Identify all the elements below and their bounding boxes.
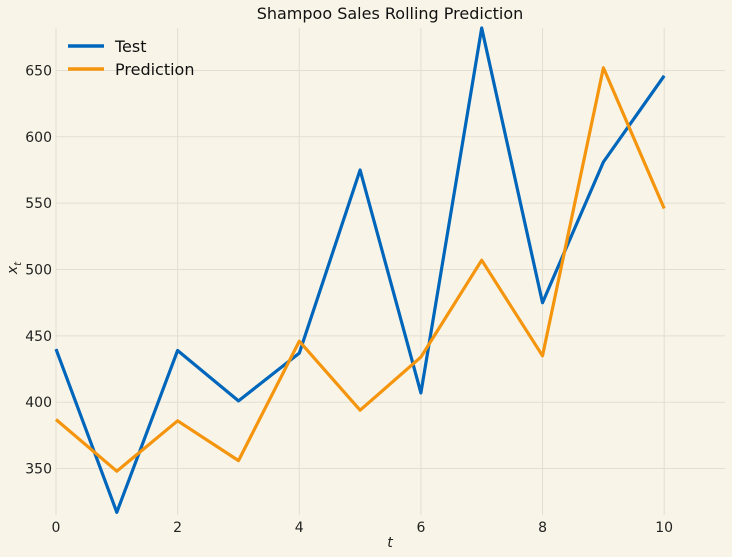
- y-tick-label: 450: [25, 329, 52, 345]
- x-tick-label: 8: [538, 520, 547, 536]
- y-axis-label-subscript: t: [13, 261, 24, 266]
- chart-title: Shampoo Sales Rolling Prediction: [257, 4, 524, 23]
- x-tick-label: 0: [52, 520, 61, 536]
- axis-ticks: 0 2 4 6 8 10 350 400 450 500 550 600 650: [25, 63, 673, 536]
- x-axis-label: t: [387, 535, 393, 551]
- legend: Test Prediction: [68, 37, 194, 79]
- x-tick-label: 10: [655, 520, 673, 536]
- x-tick-label: 2: [173, 520, 182, 536]
- y-tick-label: 600: [25, 130, 52, 146]
- y-tick-label: 350: [25, 462, 52, 478]
- x-tick-label: 6: [416, 520, 425, 536]
- y-axis-label: xt: [5, 261, 24, 275]
- legend-label-test: Test: [114, 37, 147, 56]
- series-layer: [54, 26, 666, 514]
- y-tick-label: 500: [25, 263, 52, 279]
- series-line-prediction: [54, 66, 666, 473]
- y-tick-label: 400: [25, 395, 52, 411]
- grid-lines: [55, 28, 725, 515]
- x-tick-label: 4: [295, 520, 304, 536]
- y-tick-label: 650: [25, 63, 52, 79]
- legend-label-prediction: Prediction: [115, 60, 194, 79]
- y-tick-label: 550: [25, 196, 52, 212]
- y-axis-label-main: x: [5, 265, 21, 275]
